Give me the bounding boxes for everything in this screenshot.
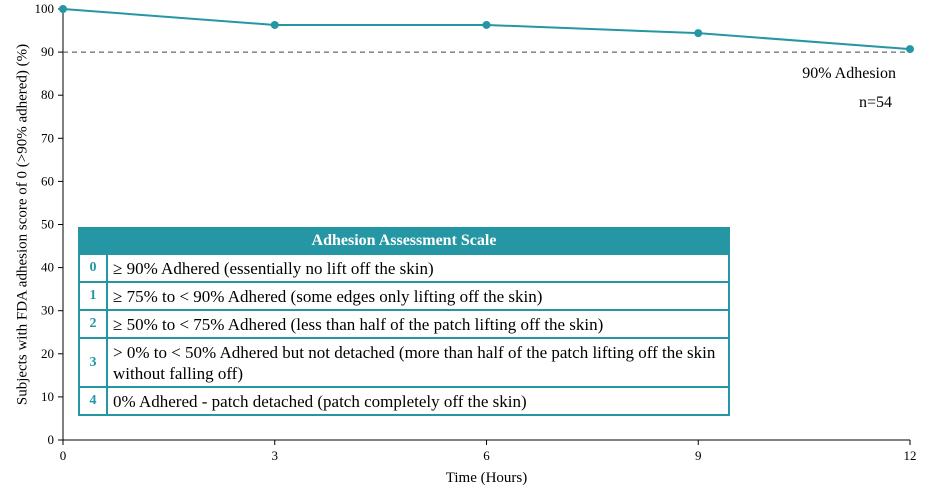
table-row: 1 ≥ 75% to < 90% Adhered (some edges only… [80,281,728,309]
score-value: 4 [80,388,108,414]
x-axis-title: Time (Hours) [446,470,528,486]
y-tick-label: 100 [35,1,55,16]
y-tick-label: 40 [41,260,54,275]
score-description: > 0% to < 50% Adhered but not detached (… [113,343,716,383]
score-description: 0% Adhered - patch detached (patch compl… [113,392,527,411]
score-value: 1 [80,283,108,309]
y-axis-title: Subjects with FDA adhesion score of 0 (>… [14,44,30,405]
x-tick-label: 0 [60,448,67,463]
score-value: 0 [80,255,108,281]
y-tick-label: 80 [41,87,54,102]
score-value: 2 [80,311,108,337]
table-rows: 0 ≥ 90% Adhered (essentially no lift off … [80,253,728,414]
series [59,5,914,54]
y-tick-label: 50 [41,217,54,232]
table-row: 4 0% Adhered - patch detached (patch comp… [80,386,728,414]
data-point [270,20,279,29]
data-point [694,29,703,38]
series-line [62,8,911,51]
score-description: ≥ 75% to < 90% Adhered (some edges only … [113,287,543,306]
sample-size-annotation: n=54 [859,94,892,111]
table-row: 3 > 0% to < 50% Adhered but not detached … [80,337,728,386]
y-tick-label: 30 [41,303,54,318]
data-point [59,5,67,13]
x-tick-label: 12 [904,448,917,463]
table-row: 0 ≥ 90% Adhered (essentially no lift off … [80,253,728,281]
score-value: 3 [80,339,108,386]
score-description: ≥ 50% to < 75% Adhered (less than half o… [113,315,604,334]
reference-line-label: 90% Adhesion [802,65,896,82]
data-point [482,20,491,29]
data-point [906,45,914,54]
adhesion-scale-table: Adhesion Assessment Scale 0 ≥ 90% Adhered… [78,227,730,416]
score-description: ≥ 90% Adhered (essentially no lift off t… [113,259,434,278]
y-tick-label: 0 [48,432,55,447]
x-tick-label: 9 [695,448,702,463]
y-tick-label: 20 [41,346,54,361]
x-ticks: 0 3 6 9 12 [60,440,917,463]
x-tick-label: 3 [272,448,279,463]
y-ticks: 0 10 20 30 40 50 60 70 80 90 100 [35,1,63,447]
y-tick-label: 70 [41,130,54,145]
table-row: 2 ≥ 50% to < 75% Adhered (less than half … [80,309,728,337]
y-tick-label: 10 [41,389,54,404]
y-tick-label: 60 [41,173,54,188]
x-tick-label: 6 [483,448,490,463]
table-title: Adhesion Assessment Scale [80,229,728,253]
y-tick-label: 90 [41,44,54,59]
